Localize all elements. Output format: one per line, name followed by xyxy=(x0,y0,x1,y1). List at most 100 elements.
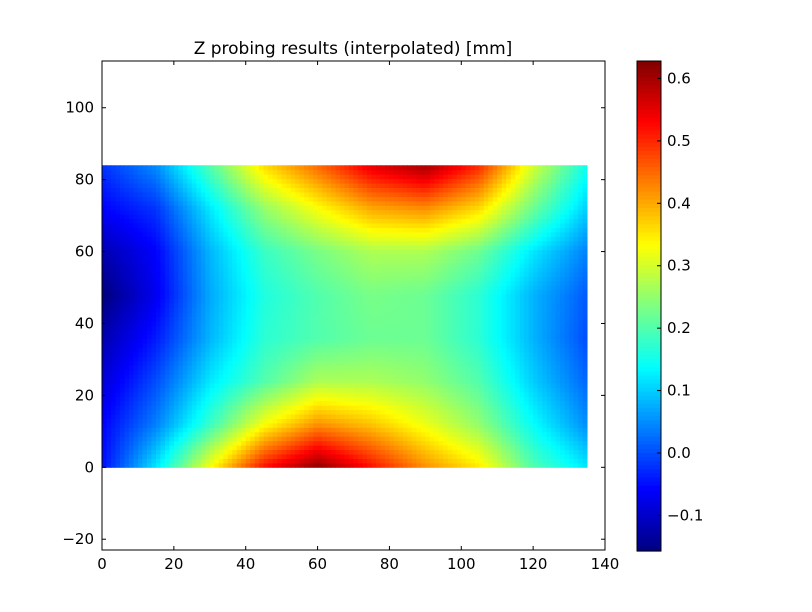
heatmap-cell xyxy=(155,400,161,406)
heatmap-cell xyxy=(411,418,417,424)
heatmap-cell xyxy=(384,427,390,433)
heatmap-cell xyxy=(155,294,161,300)
heatmap-cell xyxy=(416,440,422,446)
heatmap-cell xyxy=(169,440,175,446)
heatmap-cell xyxy=(322,280,328,286)
heatmap-cell xyxy=(286,382,292,388)
heatmap-cell xyxy=(124,360,130,366)
heatmap-cell xyxy=(182,289,188,295)
heatmap-cell xyxy=(317,378,323,384)
heatmap-cell xyxy=(110,440,116,446)
heatmap-cell xyxy=(236,262,242,268)
heatmap-cell xyxy=(250,409,256,415)
heatmap-cell xyxy=(434,334,440,339)
heatmap-cell xyxy=(299,405,305,411)
heatmap-cell xyxy=(331,369,337,375)
heatmap-cell xyxy=(250,316,256,322)
heatmap-cell xyxy=(524,449,530,455)
heatmap-cell xyxy=(295,311,301,317)
heatmap-cell xyxy=(434,462,440,468)
heatmap-cell xyxy=(447,285,453,291)
heatmap-cell xyxy=(331,400,337,406)
heatmap-cell xyxy=(102,418,107,424)
heatmap-cell xyxy=(416,294,422,300)
heatmap-cell xyxy=(169,351,175,357)
heatmap-cell xyxy=(434,302,440,308)
heatmap-cell xyxy=(133,294,139,300)
heatmap-cell xyxy=(564,285,570,291)
heatmap-cell xyxy=(272,356,278,362)
heatmap-cell xyxy=(160,311,166,317)
heatmap-cell xyxy=(420,422,426,428)
heatmap-cell xyxy=(115,298,121,304)
heatmap-cell xyxy=(353,271,359,277)
heatmap-cell xyxy=(461,369,467,375)
heatmap-cell xyxy=(187,360,193,366)
heatmap-cell xyxy=(241,285,247,291)
heatmap-cell xyxy=(146,382,152,388)
heatmap-cell xyxy=(102,298,107,304)
heatmap-cell xyxy=(263,462,269,468)
heatmap-cell xyxy=(304,382,310,388)
heatmap-cell xyxy=(434,360,440,366)
heatmap-cell xyxy=(384,449,390,455)
heatmap-cell xyxy=(344,280,350,286)
heatmap-cell xyxy=(353,298,359,304)
heatmap-cell xyxy=(411,298,417,304)
heatmap-cell xyxy=(501,462,507,468)
heatmap-cell xyxy=(124,280,130,286)
heatmap-cell xyxy=(254,347,260,353)
heatmap-cell xyxy=(582,329,588,335)
heatmap-cell xyxy=(411,374,417,379)
heatmap-cell xyxy=(146,298,152,304)
heatmap-cell xyxy=(259,289,265,295)
heatmap-cell xyxy=(362,378,368,384)
heatmap-cell xyxy=(447,440,453,446)
heatmap-cell xyxy=(200,418,206,424)
heatmap-cell xyxy=(492,405,498,411)
heatmap-cell xyxy=(488,414,494,419)
heatmap-cell xyxy=(281,280,287,286)
heatmap-cell xyxy=(452,334,458,339)
heatmap-cell xyxy=(573,351,579,357)
heatmap-cell xyxy=(515,347,521,353)
heatmap-cell xyxy=(366,440,372,446)
heatmap-cell xyxy=(277,453,283,459)
heatmap-cell xyxy=(110,329,116,335)
heatmap-cell xyxy=(492,280,498,286)
heatmap-cell xyxy=(146,262,152,268)
heatmap-cell xyxy=(102,374,107,379)
heatmap-cell xyxy=(353,320,359,326)
heatmap-cell xyxy=(569,356,575,362)
heatmap-cell xyxy=(582,400,588,406)
heatmap-cell xyxy=(268,378,274,384)
heatmap-cell xyxy=(205,320,211,326)
heatmap-cell xyxy=(313,391,319,397)
heatmap-cell xyxy=(191,427,197,433)
heatmap-cell xyxy=(429,329,435,335)
heatmap-cell xyxy=(317,267,323,273)
heatmap-cell xyxy=(236,369,242,375)
heatmap-cell xyxy=(488,409,494,415)
heatmap-cell xyxy=(200,285,206,291)
heatmap-cell xyxy=(191,302,197,308)
heatmap-cell xyxy=(286,449,292,455)
heatmap-cell xyxy=(483,418,489,424)
heatmap-cell xyxy=(555,369,561,375)
heatmap-cell xyxy=(102,338,107,344)
heatmap-cell xyxy=(506,289,512,295)
heatmap-cell xyxy=(371,360,377,366)
heatmap-cell xyxy=(578,271,584,277)
heatmap-cell xyxy=(402,382,408,388)
heatmap-cell xyxy=(160,347,166,353)
heatmap-cell xyxy=(411,276,417,282)
heatmap-cell xyxy=(402,334,408,339)
heatmap-cell xyxy=(398,347,404,353)
heatmap-cell xyxy=(389,365,395,371)
heatmap-cell xyxy=(259,414,265,419)
heatmap-cell xyxy=(533,391,539,397)
heatmap-cell xyxy=(254,396,260,402)
heatmap-cell xyxy=(286,374,292,379)
heatmap-cell xyxy=(524,329,530,335)
heatmap-cell xyxy=(537,320,543,326)
